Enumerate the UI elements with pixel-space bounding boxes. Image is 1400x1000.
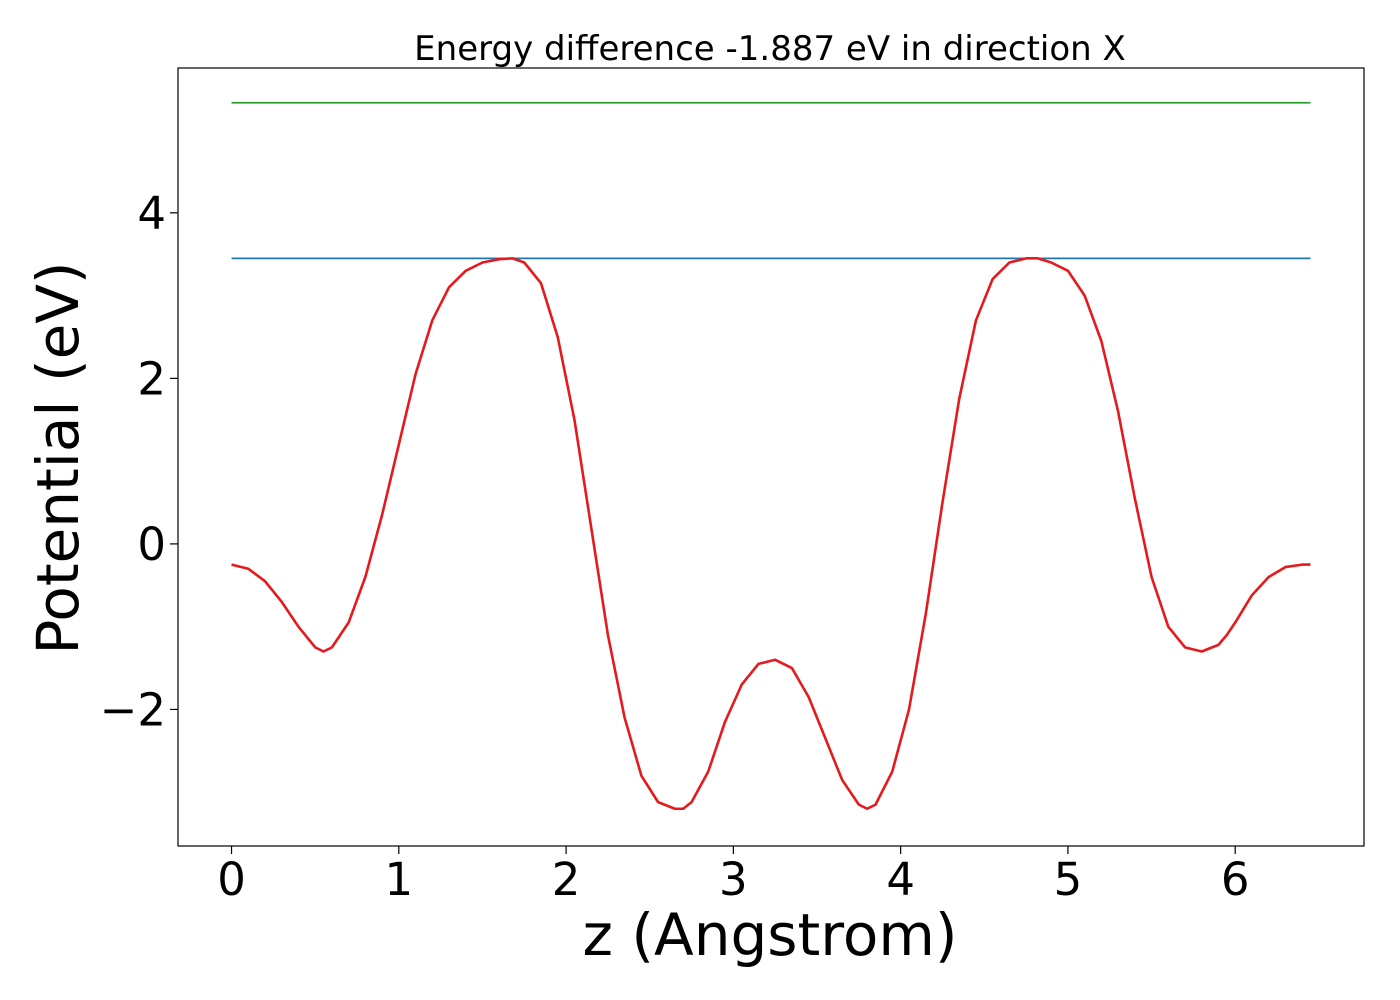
y-tick-label: 2 bbox=[137, 352, 166, 405]
y-tick-label: −2 bbox=[100, 683, 166, 736]
x-tick-label: 0 bbox=[217, 853, 246, 906]
x-tick-label: 6 bbox=[1221, 853, 1250, 906]
series-line-2 bbox=[231, 257, 1311, 811]
y-tick-label: 4 bbox=[137, 187, 166, 240]
x-tick-label: 5 bbox=[1054, 853, 1083, 906]
x-tick-label: 1 bbox=[384, 853, 413, 906]
x-axis-label: z (Angstrom) bbox=[583, 901, 958, 969]
y-axis: −2 0 2 4 bbox=[100, 187, 178, 736]
x-tick-label: 2 bbox=[552, 853, 581, 906]
y-axis-label: Potential (eV) bbox=[24, 261, 92, 654]
x-tick-label: 3 bbox=[719, 853, 748, 906]
plot-area bbox=[177, 67, 1365, 847]
x-tick-label: 4 bbox=[886, 853, 915, 906]
chart-title: Energy difference -1.887 eV in direction… bbox=[414, 29, 1126, 69]
plot-frame bbox=[177, 67, 1365, 847]
x-axis: 0 1 2 3 4 5 6 bbox=[217, 846, 1250, 906]
y-tick-label: 0 bbox=[137, 518, 166, 571]
